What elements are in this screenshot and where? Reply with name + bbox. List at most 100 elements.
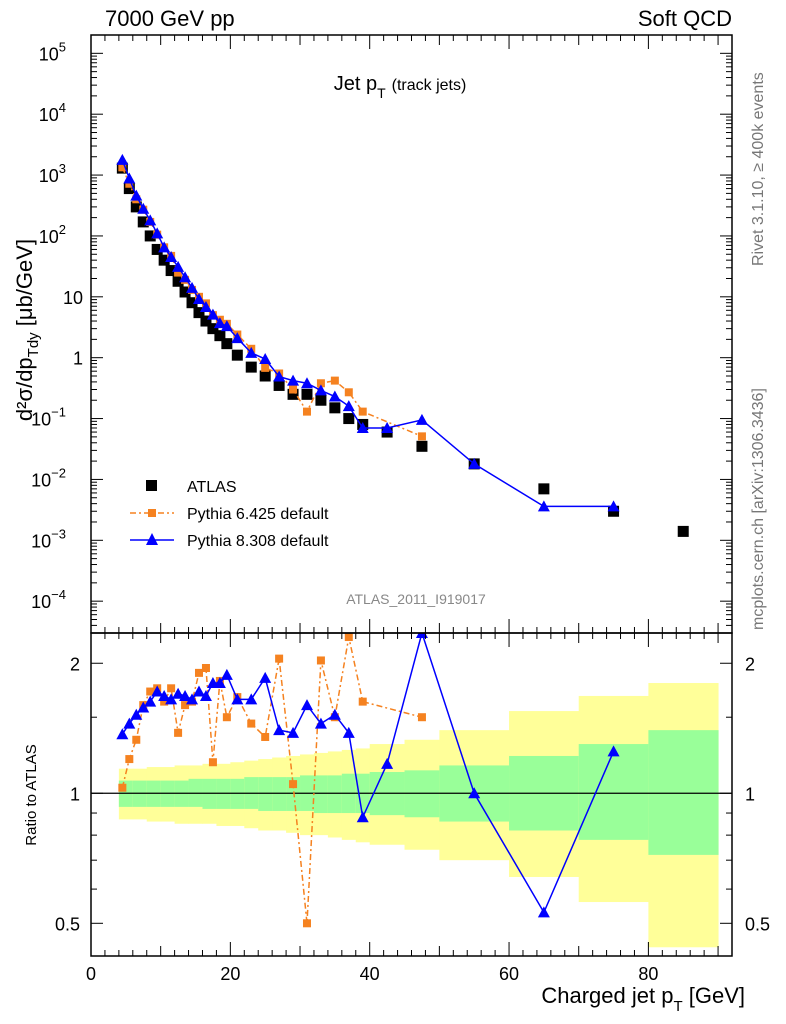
pythia6-point	[261, 363, 270, 372]
atlas-data-point	[200, 315, 212, 327]
ratio-pythia8-point	[199, 689, 212, 701]
pythia8-point	[220, 320, 233, 332]
ratio-y-tick-label-right: 1	[745, 784, 755, 804]
stat-uncertainty-band	[216, 778, 231, 809]
atlas-data-point	[221, 338, 233, 350]
main-y-tick-exponent: −2	[51, 465, 66, 480]
pythia8-point	[287, 374, 300, 386]
atlas-data-point	[144, 230, 156, 242]
atlas-data-point	[123, 183, 135, 195]
legend-label-pythia6: Pythia 6.425 default	[187, 506, 329, 523]
ratio-y-tick-label-left: 0.5	[55, 914, 80, 934]
atlas-data-point	[329, 402, 341, 414]
main-y-tick-exponent: 3	[59, 161, 66, 176]
atlas-data-point	[193, 307, 205, 319]
ratio-x-tick-label: 80	[638, 964, 658, 984]
pythia8-point	[314, 384, 327, 396]
stat-uncertainty-band	[578, 744, 649, 840]
ratio-x-tick-label: 60	[499, 964, 519, 984]
main-y-tick-label: 104	[39, 100, 66, 125]
legend-marker-pythia6	[148, 509, 156, 517]
pythia8-point	[259, 353, 272, 365]
pythia8-point	[165, 251, 178, 263]
pythia6-point	[417, 432, 426, 441]
ratio-x-tick-label: 40	[360, 964, 380, 984]
ratio-pythia8-point	[537, 906, 550, 918]
pythia8-point	[381, 421, 394, 433]
pythia6-point	[358, 407, 367, 416]
ratio-pythia8-point	[144, 695, 157, 707]
ratio-y-tick-label-left: 2	[70, 654, 80, 674]
atlas-data-point	[151, 243, 163, 255]
pythia8-point	[273, 370, 286, 382]
ratio-y-tick-label-right: 2	[745, 654, 755, 674]
atlas-data-point	[273, 379, 285, 391]
stat-uncertainty-band	[327, 775, 343, 814]
ratio-pythia6-point	[247, 719, 256, 728]
series-line-1	[121, 167, 423, 438]
main-y-tick-label: 10−3	[31, 526, 66, 551]
ratio-pythia8-point	[130, 708, 143, 720]
ratio-pythia8-point	[314, 717, 327, 729]
atlas-data-point	[214, 330, 226, 342]
atlas-data-point	[172, 275, 184, 287]
pythia6-point	[344, 388, 353, 397]
ratio-pythia8-point	[186, 693, 199, 705]
pythia8-point	[537, 500, 550, 512]
atlas-data-point	[186, 297, 198, 309]
pythia8-point	[206, 308, 219, 320]
pythia8-point	[179, 271, 192, 283]
ratio-pythia8-point	[273, 724, 286, 736]
series-line-2	[121, 159, 614, 508]
pythia8-point	[213, 317, 226, 329]
main-y-tick-label: 10−4	[31, 587, 66, 612]
atlas-data-point	[207, 323, 219, 335]
pythia8-point	[151, 227, 164, 239]
pythia8-point	[186, 281, 199, 293]
atlas-data-point	[231, 349, 243, 361]
ratio-pythia6-point	[316, 656, 325, 665]
ratio-y-tick-label-left: 1	[70, 784, 80, 804]
ratio-pythia8-point	[231, 693, 244, 705]
main-y-tick-label: 105	[39, 39, 66, 64]
legend-marker-atlas	[146, 480, 157, 491]
ratio-pythia8-point	[172, 687, 185, 699]
header-left: 7000 GeV pp	[105, 6, 235, 31]
ratio-pythia6-point	[289, 780, 298, 789]
pythia8-point	[144, 214, 157, 226]
ratio-pythia6-point	[302, 919, 311, 928]
ratio-pythia8-point	[179, 689, 192, 701]
pythia8-point	[356, 421, 369, 433]
pythia8-point	[137, 202, 150, 214]
ratio-pythia8-point	[158, 689, 171, 701]
ratio-series-layer	[116, 633, 620, 928]
stat-uncertainty-band	[230, 778, 245, 809]
ratio-x-tick-label: 0	[86, 964, 96, 984]
pythia8-point	[245, 346, 258, 358]
ratio-pythia8-point	[607, 745, 620, 757]
ratio-pythia8-point	[192, 685, 205, 697]
analysis-watermark: ATLAS_2011_I919017	[346, 591, 486, 607]
ratio-pythia6-point	[344, 633, 353, 642]
uncertainty-bands	[91, 683, 732, 948]
pythia8-point	[607, 500, 620, 512]
ratio-pythia6-point	[358, 697, 367, 706]
atlas-data-point	[301, 388, 313, 400]
ratio-pythia8-point	[123, 717, 136, 729]
stat-uncertainty-band	[202, 778, 217, 809]
atlas-data-point	[538, 483, 550, 495]
ratio-pythia8-point	[116, 728, 129, 740]
ratio-pythia8-point	[165, 693, 178, 705]
pythia6-point	[125, 179, 134, 188]
pythia8-point	[415, 413, 428, 425]
legend-label-pythia8: Pythia 8.308 default	[187, 533, 329, 550]
main-title: Jet pT (track jets)	[334, 73, 467, 101]
main-y-tick-exponent: −1	[51, 405, 66, 420]
ratio-pythia6-point	[417, 713, 426, 722]
pythia8-point	[130, 189, 143, 201]
ratio-pythia8-point	[245, 693, 258, 705]
pythia8-point	[199, 301, 212, 313]
legend: ATLAS Pythia 6.425 default Pythia 8.308 …	[130, 479, 329, 550]
main-y-axis-label: d²σ/dpTdy [μb/GeV]	[12, 239, 42, 421]
